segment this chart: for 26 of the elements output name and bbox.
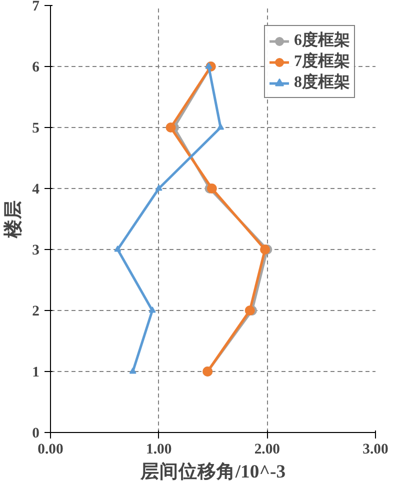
point bbox=[148, 306, 156, 313]
point bbox=[205, 62, 212, 69]
point bbox=[260, 244, 270, 254]
y-tick-label: 1 bbox=[32, 364, 40, 380]
y-axis-title: 楼层 bbox=[2, 200, 24, 239]
y-tick-label: 2 bbox=[32, 304, 40, 320]
point bbox=[114, 246, 122, 252]
y-tick-label: 5 bbox=[32, 120, 40, 136]
x-tick-label: 1.00 bbox=[146, 442, 172, 458]
y-tick-label: 4 bbox=[32, 182, 40, 198]
y-tick-label: 7 bbox=[32, 0, 40, 14]
x-axis-title: 层间位移角/10^-3 bbox=[139, 460, 286, 482]
point bbox=[244, 306, 255, 316]
legend-label: 8度框架 bbox=[294, 72, 350, 93]
x-tick-label: 3.00 bbox=[362, 442, 388, 458]
legend-label: 7度框架 bbox=[294, 51, 350, 72]
point bbox=[217, 124, 224, 130]
point bbox=[166, 122, 176, 132]
x-tick-label: 2.00 bbox=[254, 442, 280, 458]
y-tick-label: 6 bbox=[32, 60, 40, 76]
x-tick-label: 0.00 bbox=[38, 442, 64, 458]
point bbox=[129, 368, 136, 374]
point bbox=[155, 184, 162, 191]
y-tick-label: 0 bbox=[32, 426, 40, 442]
y-tick-label: 3 bbox=[32, 242, 40, 258]
legend-label: 6度框架 bbox=[294, 30, 350, 51]
